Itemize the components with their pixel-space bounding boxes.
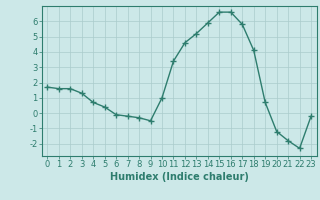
X-axis label: Humidex (Indice chaleur): Humidex (Indice chaleur) bbox=[110, 172, 249, 182]
